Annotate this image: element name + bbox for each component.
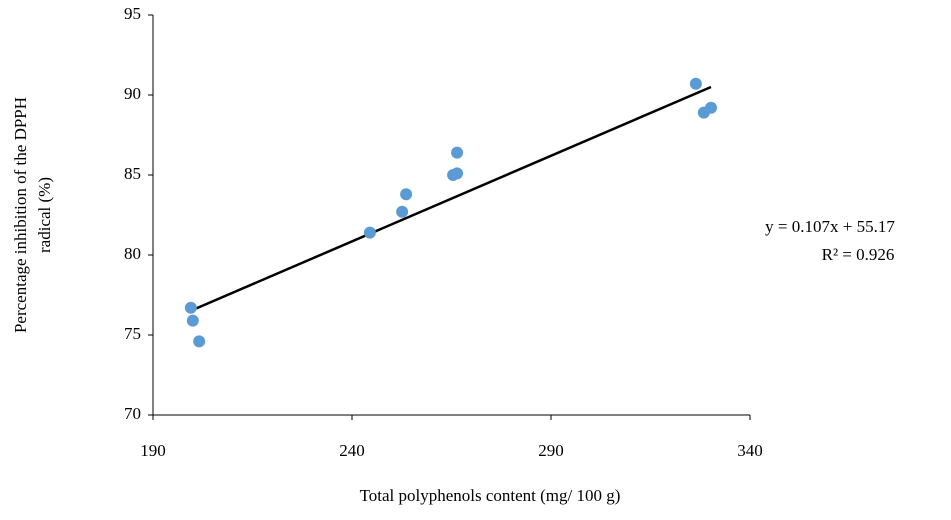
y-tick-label: 80 xyxy=(124,244,141,263)
point xyxy=(400,188,413,201)
trend-equation: y = 0.107x + 55.17 xyxy=(765,217,895,236)
point xyxy=(193,335,206,348)
x-axis-label: Total polyphenols content (mg/ 100 g) xyxy=(360,486,621,505)
point xyxy=(184,301,197,314)
point xyxy=(363,226,376,239)
trend-r2: R² = 0.926 xyxy=(822,245,895,264)
y-tick-label: 75 xyxy=(124,324,141,343)
trend-line xyxy=(190,85,712,312)
point xyxy=(704,101,717,114)
point xyxy=(396,205,409,218)
point xyxy=(451,146,464,159)
x-tick-label: 340 xyxy=(737,441,763,460)
y-axis-label: Percentage inhibition of the DPPH xyxy=(11,97,30,333)
point xyxy=(451,167,464,180)
x-tick-label: 290 xyxy=(538,441,564,460)
point xyxy=(186,314,199,327)
x-tick-label: 240 xyxy=(339,441,365,460)
y-axis-label: radical (%) xyxy=(35,177,54,253)
y-tick-label: 95 xyxy=(124,4,141,23)
y-tick-label: 85 xyxy=(124,164,141,183)
y-tick-label: 90 xyxy=(124,84,141,103)
point xyxy=(689,77,702,90)
y-tick-label: 70 xyxy=(124,404,141,423)
x-tick-label: 190 xyxy=(140,441,166,460)
